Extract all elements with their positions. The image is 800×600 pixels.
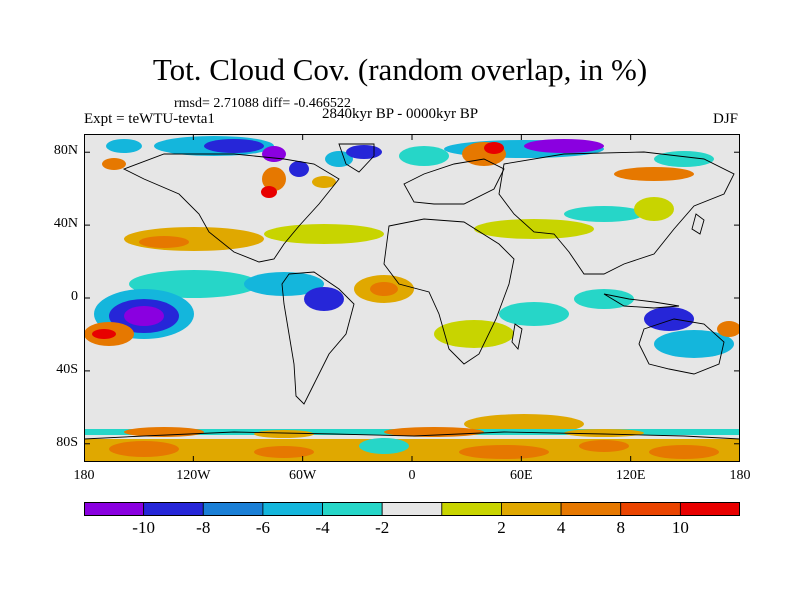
lon-tick-label: 0 [408, 468, 416, 483]
colorbar [84, 502, 740, 516]
lat-tick-label: 80S [56, 434, 78, 450]
anomaly-region [370, 282, 398, 296]
anomaly-region [264, 224, 384, 244]
coastline-asia [498, 151, 735, 275]
colorbar-swatch [679, 502, 740, 516]
anomaly-field [84, 136, 740, 462]
anomaly-region [346, 145, 382, 159]
colorbar-tick-label: -4 [315, 518, 330, 537]
anomaly-region [106, 139, 142, 153]
coastline-madagascar [511, 323, 523, 350]
colorbar-swatch [84, 502, 145, 516]
colorbar-tick-label: 2 [497, 518, 506, 537]
anomaly-region [139, 236, 189, 248]
lon-tick-label: 60W [289, 468, 317, 483]
anomaly-region [262, 146, 286, 162]
lon-tick-label: 60E [510, 468, 533, 483]
coastline-south-america [281, 271, 355, 405]
anomaly-region [359, 438, 409, 454]
colorbar-swatch [143, 502, 204, 516]
anomaly-region [484, 142, 504, 154]
colorbar-tick-label: -2 [375, 518, 390, 537]
lat-tick-label: 40N [53, 216, 78, 232]
colorbar-tick-label: -6 [255, 518, 270, 537]
period-label: 2840kyr BP - 0000kyr BP [322, 106, 479, 122]
coastline-japan [691, 213, 705, 235]
anomaly-region [124, 306, 164, 326]
colorbar-tick-label: 10 [671, 518, 689, 537]
anomaly-region [262, 167, 286, 191]
colorbar-swatch [202, 502, 264, 516]
anomaly-region [304, 287, 344, 311]
anomaly-region [254, 430, 314, 438]
map-ticks [84, 134, 740, 462]
coastlines [84, 143, 740, 440]
anomaly-region [312, 176, 336, 188]
colorbar-swatch [560, 502, 622, 516]
lon-tick-label: 120W [176, 468, 211, 483]
anomaly-region [459, 445, 549, 459]
colorbar-tick-label: -10 [132, 518, 155, 537]
colorbar-swatch [262, 502, 323, 516]
colorbar-tick-label: 4 [556, 518, 566, 537]
anomaly-region [614, 167, 694, 181]
colorbar-swatch [501, 502, 562, 516]
anomaly-region [261, 186, 277, 198]
colorbar-frame [84, 502, 740, 516]
anomaly-region [244, 272, 324, 296]
anomaly-region [634, 197, 674, 221]
colorbar-tick-label: 8 [616, 518, 625, 537]
coastline-europe [403, 158, 505, 205]
anomaly-region [204, 139, 264, 153]
colorbar-swatch [620, 502, 681, 516]
anomaly-region [499, 302, 569, 326]
anomaly-region [579, 440, 629, 452]
anomaly-region [109, 441, 179, 457]
anomaly-region [564, 429, 644, 437]
stats-line: rmsd= 2.71088 diff= -0.466522 [174, 96, 351, 111]
anomaly-region [644, 307, 694, 331]
coastline-greenland [338, 143, 375, 173]
anomaly-region [92, 329, 116, 339]
anomaly-region [717, 321, 740, 337]
lon-tick-label: 180 [729, 468, 751, 483]
anomaly-region [649, 445, 719, 459]
season-label: DJF [713, 111, 739, 127]
anomaly-region [384, 427, 484, 437]
anomaly-region [434, 320, 514, 348]
colorbar-swatch [441, 502, 502, 516]
coastline-africa [383, 218, 515, 365]
lat-tick-label: 40S [56, 361, 78, 377]
anomaly-region [654, 330, 734, 358]
experiment-label: Expt = teWTU-tevta1 [84, 111, 215, 127]
coastline-antarctica [84, 431, 740, 440]
anomaly-region [574, 289, 634, 309]
colorbar-tick-label: -8 [196, 518, 211, 537]
anomaly-region [474, 219, 594, 239]
anomaly-region [102, 158, 126, 170]
anomaly-region [399, 146, 449, 166]
colorbar-swatch [381, 502, 443, 516]
colorbar-swatch [322, 502, 383, 516]
coastline-north-america [122, 153, 340, 263]
lon-tick-label: 120E [615, 468, 646, 483]
coastline-australia [638, 318, 725, 375]
coastline-indonesia [603, 293, 680, 309]
chart-title: Tot. Cloud Cov. (random overlap, in %) [152, 52, 648, 87]
anomaly-region [289, 161, 309, 177]
anomaly-region [564, 206, 644, 222]
anomaly-region [254, 446, 314, 458]
anomaly-region [524, 139, 604, 153]
anomaly-region [84, 439, 740, 462]
lon-tick-label: 180 [73, 468, 95, 483]
lat-tick-label: 0 [71, 289, 78, 304]
cloud-cover-map [84, 134, 740, 462]
lat-tick-label: 80N [53, 143, 78, 159]
